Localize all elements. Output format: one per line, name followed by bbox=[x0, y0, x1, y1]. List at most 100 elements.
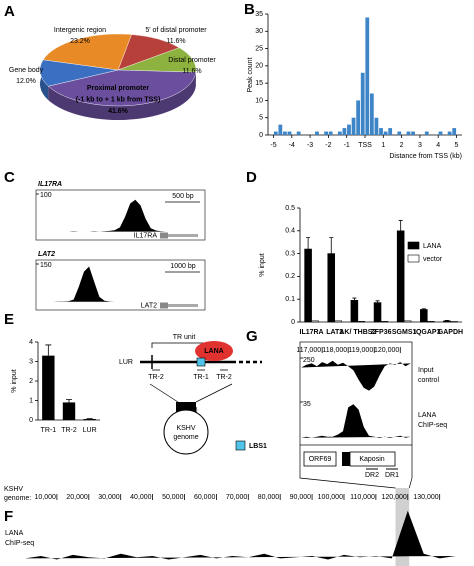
error-bar bbox=[45, 344, 52, 356]
panel-label: D bbox=[246, 169, 257, 186]
x-tick-label: 110,000 bbox=[350, 494, 375, 501]
track-title: ChIP-seq bbox=[418, 422, 447, 429]
x-tick-label: 60,000 bbox=[194, 494, 216, 501]
y-axis-label: Peak count bbox=[247, 57, 254, 92]
track-frame bbox=[35, 259, 206, 311]
y-tick-label: 25 bbox=[255, 45, 263, 52]
x-tick-label: 118,000 bbox=[322, 347, 347, 354]
bar bbox=[337, 131, 342, 135]
scale-label: 1000 bp bbox=[170, 263, 195, 270]
bar bbox=[42, 355, 55, 420]
gene-model bbox=[160, 302, 168, 309]
panel-label: E bbox=[4, 311, 14, 328]
slice-value: 23.2% bbox=[70, 38, 90, 45]
bar bbox=[287, 131, 292, 135]
bar bbox=[374, 117, 379, 135]
error-bar bbox=[306, 237, 311, 250]
error-bar bbox=[352, 297, 357, 301]
bar bbox=[411, 131, 415, 135]
x-tick-label: SGMS1 bbox=[392, 329, 417, 336]
panel-label: C bbox=[4, 169, 15, 186]
bar bbox=[420, 309, 428, 323]
x-tick-label: 100,000 bbox=[318, 494, 343, 501]
x-tick-label: 10,000 bbox=[34, 494, 56, 501]
gene-label: IL17RA bbox=[134, 232, 158, 239]
signal bbox=[48, 199, 197, 232]
y-tick-label: 2 bbox=[29, 378, 33, 385]
x-tick-label: 50,000 bbox=[162, 494, 184, 501]
x-tick-label: 4 bbox=[436, 142, 440, 149]
x-tick-label: LAT2 bbox=[326, 329, 343, 336]
track-title: control bbox=[418, 377, 439, 384]
pie-slice bbox=[47, 69, 197, 107]
legend-label: LANA bbox=[423, 243, 442, 250]
legend-swatch bbox=[407, 254, 420, 263]
y-tick-label: 1 bbox=[29, 397, 33, 404]
axis-label: KSHV bbox=[4, 486, 23, 493]
bar bbox=[327, 253, 336, 323]
x-tick-label: 30,000 bbox=[98, 494, 120, 501]
x-tick-label: TR-1 bbox=[41, 427, 57, 434]
y-tick-label: 0.3 bbox=[285, 250, 295, 257]
x-tick-label: -5 bbox=[270, 142, 276, 149]
bar bbox=[396, 230, 405, 323]
x-tick-label: 117,000 bbox=[296, 347, 321, 354]
error-bar bbox=[329, 237, 334, 254]
bar bbox=[324, 131, 328, 135]
bar bbox=[380, 321, 389, 323]
x-tick-label: ZFP36 bbox=[370, 329, 391, 336]
x-tick-label: 120,000 bbox=[374, 347, 399, 354]
x-tick-label: AK/ THBS2 bbox=[339, 329, 376, 336]
bar bbox=[424, 131, 429, 135]
x-tick-label: 2 bbox=[400, 142, 404, 149]
axis-label: genome: bbox=[4, 495, 31, 502]
slice-value: 11.6% bbox=[166, 38, 185, 45]
diagram-label: LUR bbox=[119, 359, 133, 366]
bar bbox=[350, 300, 359, 323]
track-title: Input bbox=[418, 367, 434, 374]
gene-box bbox=[342, 452, 350, 466]
diagram-label: TR-2 bbox=[216, 374, 232, 381]
track-title: LANA bbox=[5, 530, 24, 537]
bar bbox=[356, 100, 361, 135]
x-tick-label: 80,000 bbox=[258, 494, 280, 501]
x-tick-label: IQGAP3 bbox=[414, 329, 441, 336]
repeat-label: DR1 bbox=[385, 472, 399, 479]
gene-model bbox=[160, 304, 198, 307]
y-tick-label: 15 bbox=[255, 80, 263, 87]
x-tick-label: 3 bbox=[418, 142, 422, 149]
diagram-label: TR-2 bbox=[148, 374, 164, 381]
y-axis-label: % input bbox=[259, 253, 266, 276]
bar bbox=[311, 320, 319, 323]
x-tick-label: 5 bbox=[455, 142, 459, 149]
bar bbox=[443, 320, 451, 323]
legend-label: vector bbox=[423, 256, 443, 263]
bar bbox=[278, 124, 283, 135]
x-tick-label: GAPDH bbox=[438, 329, 463, 336]
bar bbox=[283, 131, 287, 135]
track-title: IL17RA bbox=[38, 181, 62, 188]
bar bbox=[351, 117, 356, 135]
bar bbox=[365, 17, 370, 136]
bar bbox=[360, 72, 365, 135]
slice-value: 12.0% bbox=[16, 78, 36, 85]
bar bbox=[383, 131, 388, 135]
legend-swatch bbox=[235, 440, 246, 451]
legend-swatch bbox=[407, 241, 420, 250]
pie-slice bbox=[42, 33, 132, 71]
gene-model bbox=[160, 234, 198, 237]
bar bbox=[447, 131, 452, 135]
panel-label: B bbox=[244, 1, 255, 18]
y-tick-label: 100 bbox=[40, 192, 52, 199]
diagram-label: genome bbox=[173, 434, 198, 441]
genome-circle bbox=[163, 409, 209, 455]
bar bbox=[328, 131, 333, 135]
track-title: ChIP-seq bbox=[5, 540, 34, 547]
y-tick-label: 35 bbox=[303, 401, 311, 408]
bar bbox=[406, 131, 411, 135]
error-bar bbox=[398, 220, 403, 231]
panel-label: A bbox=[4, 3, 15, 20]
y-tick-label: 0 bbox=[259, 132, 263, 139]
gene-box bbox=[303, 451, 337, 467]
